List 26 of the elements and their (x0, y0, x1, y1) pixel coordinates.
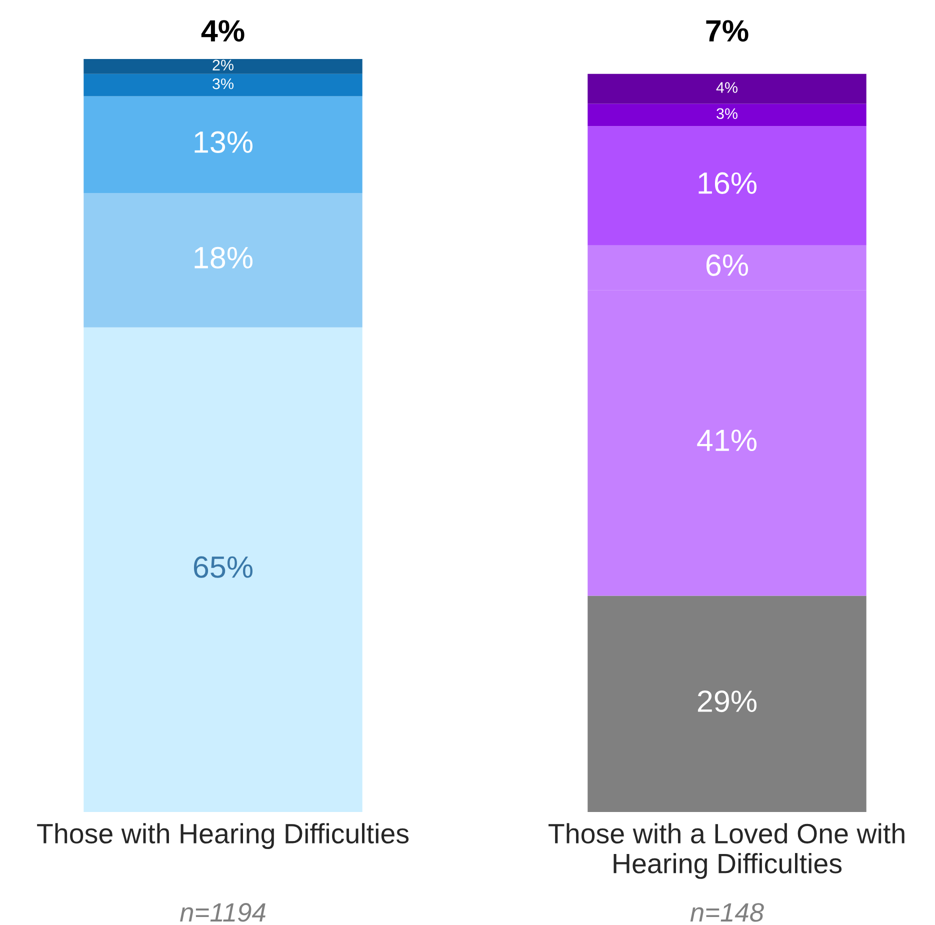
bar (588, 126, 866, 246)
bar (84, 74, 362, 96)
text: 4% (201, 20, 244, 42)
data-label: 16% (698, 172, 756, 194)
data-label: 29% (698, 690, 756, 712)
data-label: 13% (194, 131, 252, 153)
data-label: 2% (212, 60, 234, 70)
bar (588, 74, 866, 104)
bar (84, 59, 362, 74)
bar (84, 96, 362, 194)
data-label: 3% (212, 78, 234, 90)
text: 7% (706, 20, 748, 42)
text: n=1194 (180, 903, 266, 922)
data-label: 18% (194, 246, 252, 268)
text: n=148 (690, 903, 764, 922)
bar (84, 327, 362, 812)
data-label: 65% (194, 556, 252, 578)
bar (588, 104, 866, 126)
data-label: 41% (697, 430, 756, 452)
data-label: 6% (706, 254, 748, 276)
x-tick-label: Those with Hearing Difficulties (37, 823, 409, 850)
data-label: 4% (716, 82, 738, 93)
bar (84, 193, 362, 328)
bar (588, 596, 866, 812)
data-label: 3% (716, 108, 738, 120)
x-tick-label: Those with a Loved One with Hearing Difficulties (548, 823, 904, 879)
